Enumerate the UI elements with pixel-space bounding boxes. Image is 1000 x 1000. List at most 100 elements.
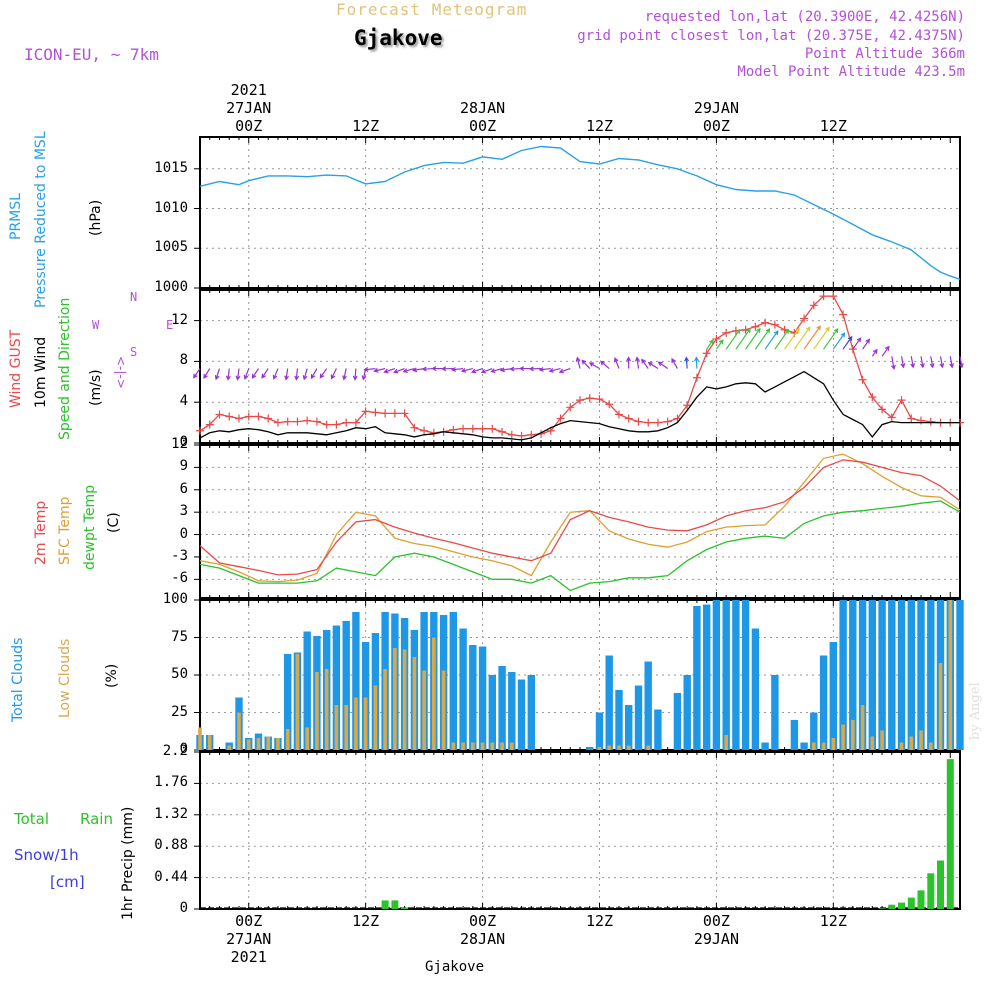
total-cloud-bar xyxy=(868,600,876,750)
clouds-ytick-label: 25 xyxy=(171,703,188,720)
low-cloud-bar xyxy=(256,738,261,750)
low-cloud-bar xyxy=(646,745,650,750)
gust-marker xyxy=(585,394,594,403)
total-cloud-bar xyxy=(517,679,526,750)
gust-marker xyxy=(351,418,360,427)
point-altitude: Point Altitude 366m xyxy=(804,46,965,62)
gust-marker xyxy=(488,424,497,433)
low-cloud-bar xyxy=(948,600,953,750)
low-cloud-bar xyxy=(237,712,241,750)
gust-marker xyxy=(196,426,204,435)
wind-unit: (m/s) xyxy=(88,369,104,406)
gust-marker xyxy=(858,375,867,384)
dewpoint-line xyxy=(199,500,961,592)
pressure-ytick-label: 1015 xyxy=(154,159,188,176)
low-cloud-bar xyxy=(500,742,504,750)
total-cloud-bar xyxy=(498,666,506,750)
total-cloud-bar xyxy=(878,600,886,750)
gust-marker xyxy=(887,413,896,422)
rain-bar xyxy=(391,900,399,909)
total-cloud-bar xyxy=(303,631,311,750)
clouds-unit: (%) xyxy=(104,663,120,688)
gust-marker xyxy=(819,292,828,301)
wind-direction-arrow xyxy=(528,366,542,372)
gust-marker xyxy=(283,417,292,426)
wind-direction-arrow xyxy=(725,328,741,350)
precipitation-ytick-label: 2.2 xyxy=(162,743,188,759)
requested-coordinates: requested lon,lat (20.3900E, 42.4256N) xyxy=(644,9,965,25)
wind-direction-arrow xyxy=(261,368,269,379)
wind-gust-label: Wind GUST xyxy=(8,329,24,408)
clouds-ytick-label: 100 xyxy=(162,591,188,607)
wind-direction-arrow xyxy=(671,357,678,369)
total-cloud-bar xyxy=(605,655,613,750)
low-cloud-bar xyxy=(393,648,397,750)
gust-marker xyxy=(800,314,809,323)
low-cloud-bar xyxy=(334,705,339,750)
top-time-label: 12Z xyxy=(352,117,380,135)
top-time-label: 00Z xyxy=(469,117,497,135)
pressure-ytick-label: 1010 xyxy=(154,199,188,216)
wind-direction-arrow xyxy=(694,356,699,369)
wind-direction-arrow xyxy=(588,362,600,370)
wind-direction-arrow xyxy=(319,368,328,379)
pressure-frame xyxy=(199,136,961,289)
gust-marker xyxy=(566,403,575,412)
total-cloud-bar xyxy=(839,600,847,750)
gust-marker xyxy=(332,420,341,429)
wind-direction-arrow xyxy=(214,368,221,381)
wind-direction-arrow xyxy=(891,356,896,371)
wind-direction-arrow xyxy=(441,366,454,372)
total-cloud-bar xyxy=(917,600,925,750)
total-cloud-bar xyxy=(703,604,711,750)
wind-direction-arrow xyxy=(647,361,659,370)
total-cloud-bar xyxy=(644,661,652,750)
wind-direction-arrow xyxy=(715,339,724,350)
footer-location: Gjakove xyxy=(425,959,485,975)
total-cloud-bar xyxy=(907,600,915,750)
total-cloud-bar xyxy=(751,628,760,750)
gust-marker xyxy=(459,424,468,433)
temperature-ytick-label: 9 xyxy=(179,458,188,475)
gust-marker xyxy=(420,426,429,435)
rain-bar xyxy=(898,902,905,909)
wind-direction-arrow xyxy=(450,367,464,372)
gust-marker xyxy=(878,405,887,414)
wind-direction-arrow xyxy=(881,345,890,357)
rain-bar xyxy=(946,759,954,909)
total-cloud-bar xyxy=(488,675,496,750)
precip-axis-label: 1hr Precip (mm) xyxy=(120,806,136,920)
wind-direction-arrow xyxy=(235,368,241,381)
low-cloud-bar xyxy=(402,649,407,750)
bottom-time-label: 00Z xyxy=(469,912,497,930)
wind-direction-arrow xyxy=(939,356,945,369)
temp-unit: (C) xyxy=(106,512,122,533)
total-cloud-bar xyxy=(722,600,730,750)
total-cloud-bar xyxy=(332,625,341,750)
wind-direction-arrow xyxy=(330,368,337,380)
total-cloud-bar xyxy=(790,720,799,750)
gust-marker xyxy=(683,401,692,410)
low-cloud-bar xyxy=(880,730,884,750)
bottom-time-label: 12Z xyxy=(352,912,380,930)
precipitation-ytick-label: 0.88 xyxy=(154,837,188,854)
low-cloud-bar xyxy=(724,735,728,750)
clouds-total-label: Total Clouds xyxy=(10,637,26,722)
gust-marker xyxy=(234,414,243,423)
total-cloud-bar xyxy=(741,600,750,750)
wind-direction-arrow xyxy=(363,367,376,372)
bottom-time-label: 00Z xyxy=(702,912,730,930)
gust-marker xyxy=(624,414,633,423)
low-cloud-bar xyxy=(909,736,914,750)
wind-direction-arrow xyxy=(272,368,279,380)
low-cloud-bar xyxy=(315,672,319,750)
gust-marker xyxy=(303,416,312,425)
gust-marker xyxy=(371,408,380,417)
total-cloud-bar xyxy=(810,712,818,750)
gust-marker xyxy=(917,416,926,425)
gust-marker xyxy=(692,373,701,382)
precip-snow-label: Snow/1h xyxy=(14,846,79,864)
low-cloud-bar xyxy=(305,727,309,750)
low-cloud-bar xyxy=(919,730,923,750)
gust-marker xyxy=(614,410,623,419)
